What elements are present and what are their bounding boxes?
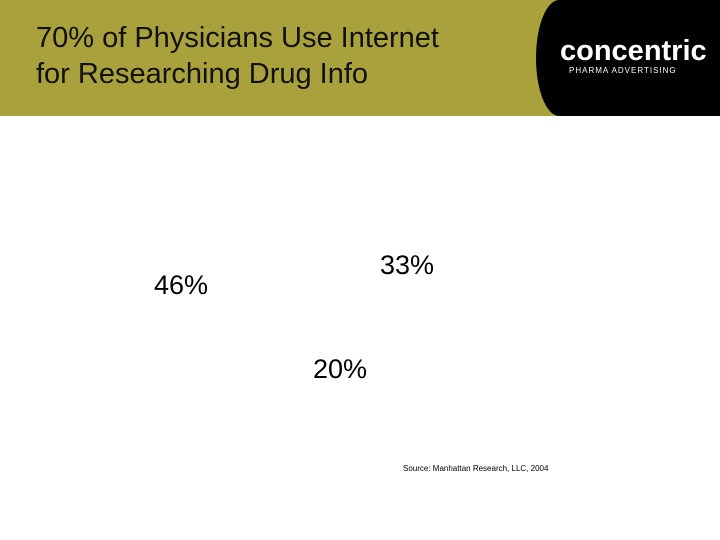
data-label-0: 46% <box>154 270 208 300</box>
title-line-1: 70% of Physicians Use Internet <box>36 22 439 54</box>
data-label-1: 33% <box>380 250 434 280</box>
title-line-2: for Researching Drug Info <box>36 58 369 90</box>
logo-tagline: PHARMA ADVERTISING <box>569 66 677 75</box>
source-note: Source: Manhattan Research, LLC, 2004 <box>403 464 549 473</box>
pie-chart: 46% 33% 20% <box>150 130 434 430</box>
pie-slice-2 <box>157 130 300 280</box>
slide-title: 70% of Physicians Use Internet for Resea… <box>36 20 526 92</box>
concentric-logo: concentric <box>560 35 707 67</box>
data-label-2: 20% <box>313 354 367 384</box>
pie-slice-1 <box>150 235 333 430</box>
logo-panel <box>536 0 720 116</box>
